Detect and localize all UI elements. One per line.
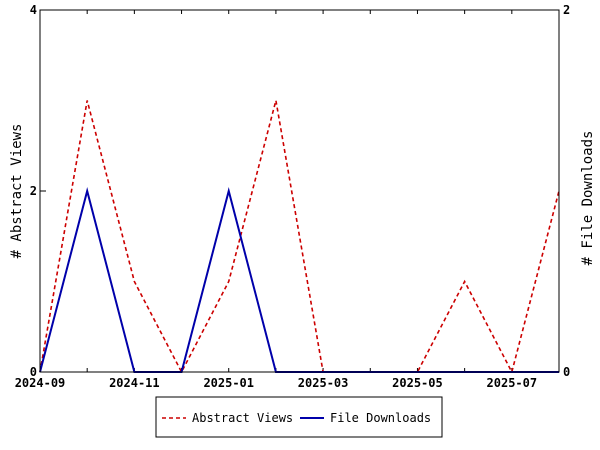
legend-box xyxy=(155,396,443,438)
legend-label-file-downloads: File Downloads xyxy=(330,411,431,425)
series-layer xyxy=(39,100,560,375)
y-axis-right-title: # File Downloads xyxy=(580,131,596,266)
legend: Abstract Views File Downloads xyxy=(155,396,443,438)
y-right-tick-label: 2 xyxy=(563,3,570,17)
x-tick-label: 2025-03 xyxy=(298,376,349,390)
y-left-tick-label: 0 xyxy=(30,365,37,379)
x-tick-label: 2025-07 xyxy=(487,376,538,390)
y-left-tick-label: 2 xyxy=(30,184,37,198)
y-axis-left-title: # Abstract Views xyxy=(9,124,25,259)
x-tick-label: 2024-09 xyxy=(15,376,66,390)
ticks-layer: 2024-09 2024-11 2025-01 2025-03 2025-05 2025-… xyxy=(15,3,571,390)
x-tick-label: 2025-01 xyxy=(203,376,254,390)
plot-frame xyxy=(39,9,560,373)
x-tick-label: 2025-05 xyxy=(392,376,443,390)
legend-label-abstract-views: Abstract Views xyxy=(192,411,293,425)
y-left-tick-label: 4 xyxy=(30,3,37,17)
series-line-abstract-views xyxy=(39,100,560,375)
x-tick-label: 2024-11 xyxy=(109,376,160,390)
series-line-file-downloads xyxy=(39,187,559,373)
y-right-tick-label: 0 xyxy=(563,365,570,379)
